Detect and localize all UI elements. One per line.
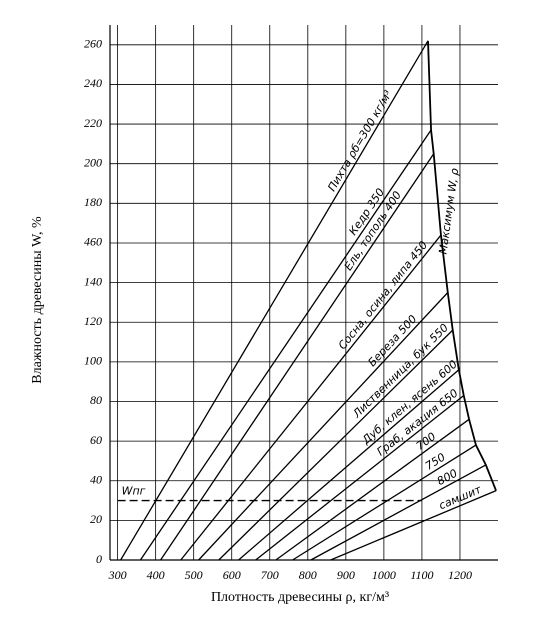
series-line [180,234,442,561]
series-line [198,292,449,561]
series-line [330,490,497,561]
x-tick-label: 800 [299,568,317,582]
x-tick-label: 900 [337,568,355,582]
series-line [427,40,497,491]
series-line [139,129,432,561]
series-label: Wпг [122,485,146,498]
y-tick-label: 460 [84,235,102,249]
y-tick-label: 60 [90,433,102,447]
y-tick-label: 260 [84,37,102,51]
x-tick-label: 700 [261,568,279,582]
y-tick-label: 220 [84,116,102,130]
series-line [120,40,429,561]
x-axis-title: Плотность древесины ρ, кг/м³ [211,590,389,605]
series-line [310,464,487,561]
x-tick-label: 400 [147,568,165,582]
x-tick-label: 1000 [372,568,396,582]
y-tick-label: 180 [84,195,102,209]
series-line [160,153,435,561]
x-tick-label: 500 [185,568,203,582]
y-tick-label: 80 [90,393,102,407]
y-tick-label: 200 [84,155,102,169]
series-line [238,369,460,561]
series-line [255,395,465,561]
y-tick-label: 100 [84,354,102,368]
x-tick-label: 300 [108,568,127,582]
y-tick-label: 120 [84,314,102,328]
series-line [275,418,470,561]
series-line [218,329,454,561]
y-tick-label: 20 [90,512,102,526]
x-tick-label: 1100 [410,568,433,582]
y-tick-label: 140 [84,274,102,288]
x-tick-label: 600 [223,568,241,582]
x-tick-label: 1200 [448,568,472,582]
y-axis-title: Влажность древесины W, % [30,216,45,384]
series-line [292,444,477,561]
y-tick-label: 240 [84,76,102,90]
y-tick-label: 40 [90,472,102,486]
y-tick-label: 0 [96,552,102,566]
